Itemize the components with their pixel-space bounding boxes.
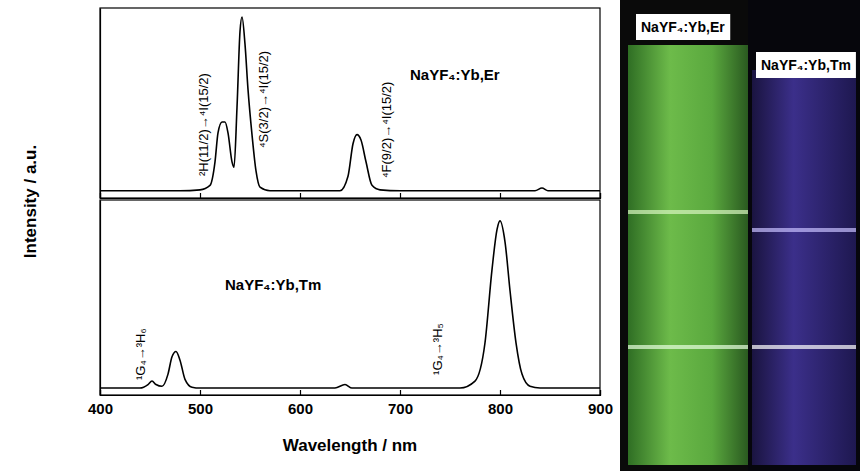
x-tick-label: 600 bbox=[288, 400, 313, 417]
photo: NaYF₄:Yb,Er NaYF₄:Yb,Tm bbox=[620, 0, 860, 471]
annotation: ⁴S(3/2)→⁴I(15/2) bbox=[256, 51, 271, 148]
y-axis-line bbox=[100, 201, 101, 396]
y-axis bbox=[100, 201, 101, 396]
x-tick-mark bbox=[400, 193, 401, 198]
green-vial bbox=[628, 45, 748, 465]
x-axis-line bbox=[101, 390, 601, 396]
x-tick: 800 bbox=[488, 390, 513, 417]
spectrum-line bbox=[100, 17, 600, 191]
x-tick-label: 900 bbox=[588, 400, 613, 417]
x-tick-label: 500 bbox=[188, 400, 213, 417]
right-background bbox=[748, 0, 860, 471]
x-tick-mark bbox=[300, 390, 301, 395]
x-tick-mark bbox=[600, 390, 601, 395]
annotation: ⁴F(9/2)→⁴I(15/2) bbox=[379, 82, 394, 178]
x-tick-mark bbox=[200, 390, 201, 395]
x-axis: 400 500 600 700 800 900 bbox=[88, 390, 613, 417]
x-tick-label: 800 bbox=[488, 400, 513, 417]
reflection bbox=[752, 228, 856, 232]
x-tick bbox=[400, 193, 401, 198]
x-tick-mark bbox=[400, 390, 401, 395]
y-axis-title: Intensity / a.u. bbox=[21, 145, 40, 258]
photo-label-box bbox=[756, 52, 856, 78]
x-tick: 600 bbox=[288, 390, 313, 417]
plot-area bbox=[100, 17, 600, 191]
x-tick: 500 bbox=[188, 390, 213, 417]
x-axis-title: Wavelength / nm bbox=[283, 436, 417, 455]
x-tick bbox=[500, 193, 501, 198]
plot-area bbox=[100, 221, 600, 388]
chart-container: NaYF₄:Yb,Er ²H(11/2)→⁴I(15/2) ⁴S(3/2)→⁴I(1… bbox=[0, 0, 860, 471]
photo-label-box bbox=[636, 14, 730, 40]
panel-title: NaYF₄:Yb,Tm bbox=[225, 276, 321, 293]
x-tick-mark bbox=[500, 390, 501, 395]
x-tick-label: 400 bbox=[88, 400, 113, 417]
x-tick bbox=[200, 193, 201, 198]
x-tick-mark bbox=[500, 193, 501, 198]
blue-vial bbox=[752, 70, 856, 465]
photo-background bbox=[620, 0, 860, 471]
x-axis-line bbox=[101, 193, 601, 199]
plot-frame bbox=[100, 8, 600, 198]
x-tick: 700 bbox=[388, 390, 413, 417]
x-tick-mark bbox=[200, 193, 201, 198]
x-tick-label: 700 bbox=[388, 400, 413, 417]
reflection bbox=[628, 210, 748, 214]
x-tick-mark bbox=[300, 193, 301, 198]
chart-svg: NaYF₄:Yb,Er ²H(11/2)→⁴I(15/2) ⁴S(3/2)→⁴I(1… bbox=[0, 0, 860, 471]
photo-label: NaYF₄:Yb,Er bbox=[641, 19, 725, 35]
x-tick: 900 bbox=[588, 390, 613, 417]
x-tick-mark bbox=[600, 193, 601, 198]
y-axis-line bbox=[100, 9, 101, 199]
y-axis bbox=[100, 9, 101, 199]
x-tick bbox=[300, 193, 301, 198]
reflection bbox=[752, 345, 856, 349]
x-tick bbox=[600, 193, 601, 198]
annotation: ¹G₄→³H₆ bbox=[133, 328, 148, 380]
annotation: ²H(11/2)→⁴I(15/2) bbox=[196, 73, 211, 176]
plot-frame bbox=[100, 200, 600, 395]
panel-title: NaYF₄:Yb,Er bbox=[410, 66, 500, 83]
spectrum-line bbox=[100, 221, 600, 388]
reflection bbox=[628, 345, 748, 349]
photo-label: NaYF₄:Yb,Tm bbox=[761, 57, 851, 73]
annotation: ¹G₄→³H₅ bbox=[430, 323, 445, 375]
x-axis bbox=[101, 193, 601, 199]
